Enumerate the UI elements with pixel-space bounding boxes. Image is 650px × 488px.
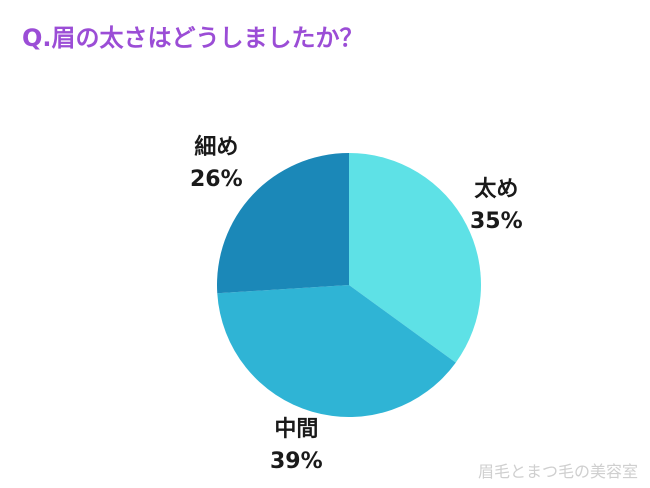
slice-name-hosome: 細め bbox=[194, 135, 239, 160]
slice-label-chukan: 中間 39% bbox=[270, 414, 323, 478]
watermark: 眉毛とまつ毛の美容室 bbox=[477, 462, 638, 481]
pie-slice-futome bbox=[349, 153, 481, 363]
chart-title: Q.眉の太さはどうしましたか？ bbox=[22, 24, 364, 52]
pie-slice-chukan bbox=[217, 285, 456, 418]
pie-slice-hosome bbox=[216, 153, 349, 294]
slice-label-futome: 太め 35% bbox=[470, 174, 523, 238]
slice-name-chukan: 中間 bbox=[274, 417, 319, 442]
slice-name-futome: 太め bbox=[474, 177, 519, 202]
slice-label-hosome: 細め 26% bbox=[190, 132, 243, 196]
slice-percent-hosome: 26% bbox=[190, 167, 243, 192]
slice-percent-futome: 35% bbox=[470, 209, 523, 234]
slice-percent-chukan: 39% bbox=[270, 449, 323, 474]
